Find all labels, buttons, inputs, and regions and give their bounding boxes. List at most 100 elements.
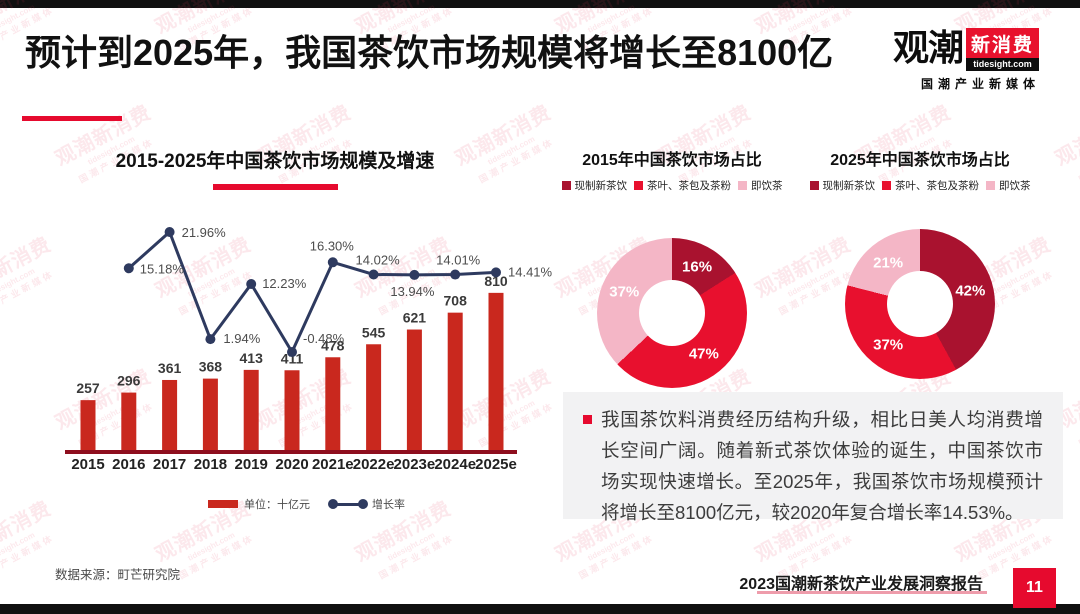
donut-legend-item: 即饮茶 — [986, 178, 1031, 193]
growth-point — [491, 267, 501, 278]
growth-value-label: 15.18% — [140, 261, 185, 276]
donut-2025-title: 2025年中国茶饮市场占比 — [830, 152, 1010, 169]
legend-swatch — [809, 181, 819, 190]
legend-label: 茶叶、茶包及茶粉 — [647, 180, 731, 192]
legend-swatch — [986, 181, 995, 190]
combo-chart-legend: 单位：十亿元 增长率 — [208, 496, 405, 512]
top-black-bar — [0, 0, 1080, 8]
insight-note-box: 我国茶饮料消费经历结构升级，相比日美人均消费增长空间广阔。随着新式茶饮体验的诞生… — [563, 392, 1063, 523]
bar-value-label: 810 — [484, 273, 508, 289]
donut-slice-label: 47% — [688, 345, 719, 363]
brand-logo: 观潮 新消费 tidesight.com 国潮产业新媒体 — [893, 28, 1068, 92]
growth-value-label: 1.94% — [223, 331, 260, 346]
growth-value-label: -0.48% — [303, 331, 345, 346]
bar-value-label: 478 — [321, 337, 345, 353]
legend-label: 即饮茶 — [999, 180, 1031, 192]
growth-value-label: 14.41% — [508, 264, 553, 279]
x-axis-label: 2022e — [353, 456, 395, 473]
bar — [284, 370, 300, 450]
donut-slice-label: 42% — [955, 282, 986, 300]
growth-value-label: 12.23% — [262, 276, 307, 291]
line-legend-dot-right — [358, 499, 368, 509]
bar-value-label: 368 — [199, 359, 223, 375]
bar — [366, 344, 382, 450]
bar-value-label: 257 — [76, 380, 100, 396]
donut-legend-item: 现制新茶饮 — [561, 178, 628, 193]
growth-point — [205, 334, 216, 345]
logo-domain: tidesight.com — [966, 58, 1040, 71]
growth-point — [287, 347, 297, 358]
bar-line-chart: 257 2015 296 2016 361 2017 368 2018 413 2019 411 20… — [65, 225, 553, 473]
x-axis-label: 2018 — [194, 456, 227, 473]
legend-swatch — [634, 181, 643, 190]
donut-hole — [887, 271, 953, 337]
growth-point — [409, 269, 420, 280]
legend-label: 现制新茶饮 — [822, 180, 876, 192]
bar — [325, 357, 341, 450]
donut-2015-title: 2015年中国茶饮市场占比 — [582, 152, 762, 169]
combo-chart-header: 2015-2025年中国茶饮市场规模及增速 — [60, 146, 490, 190]
growth-value-label: 14.02% — [356, 252, 401, 267]
x-axis-label: 2020 — [275, 456, 308, 473]
growth-value-label: 14.01% — [436, 253, 481, 268]
bar-value-label: 413 — [240, 350, 264, 366]
combo-chart-title-underline — [212, 184, 338, 190]
page-title: 预计到2025年，我国茶饮市场规模将增长至8100亿 — [25, 32, 834, 73]
bar — [162, 379, 178, 450]
bar-value-label: 621 — [403, 310, 427, 326]
growth-point — [123, 263, 134, 274]
growth-point — [327, 257, 338, 268]
bar — [406, 329, 422, 450]
growth-point — [368, 269, 379, 280]
bar — [243, 369, 259, 450]
line-legend-symbol — [328, 499, 368, 509]
bar-value-label: 361 — [158, 360, 182, 376]
bar — [488, 292, 504, 450]
x-axis-baseline — [65, 450, 517, 454]
title-accent-dash — [22, 116, 122, 121]
donut-legend-item: 茶叶、茶包及茶粉 — [634, 178, 731, 193]
brand-logo-row: 观潮 新消费 tidesight.com — [893, 28, 1068, 71]
x-axis-label: 2025e — [475, 456, 517, 473]
donut-slice-label: 37% — [609, 283, 640, 301]
legend-swatch — [561, 181, 571, 190]
bar-value-label: 296 — [117, 373, 141, 389]
donut-legend-item: 茶叶、茶包及茶粉 — [882, 178, 979, 193]
logo-right-column: 新消费 tidesight.com — [966, 28, 1040, 71]
x-axis-label: 2019 — [235, 456, 268, 473]
donut-2015-block: 2015年中国茶饮市场占比 现制新茶饮 茶叶、茶包及茶粉 即饮茶 16% 47% 37% — [561, 146, 783, 388]
report-name-underline — [757, 591, 987, 594]
donut-slice-label: 16% — [682, 258, 713, 276]
bar — [447, 312, 463, 450]
x-axis-label: 2017 — [153, 456, 186, 473]
note-text: 我国茶饮料消费经历结构升级，相比日美人均消费增长空间广阔。随着新式茶饮体验的诞生… — [601, 409, 1043, 523]
logo-submark: 新消费 — [966, 28, 1040, 58]
logo-wordmark: 观潮 — [893, 27, 964, 68]
donut-2025-block: 2025年中国茶饮市场占比 现制新茶饮 茶叶、茶包及茶粉 即饮茶 42% 37% 21% — [809, 146, 1031, 379]
growth-value-label: 13.94% — [390, 284, 435, 299]
bar-legend-swatch — [208, 500, 238, 508]
line-legend-stroke — [330, 503, 366, 506]
donut-legend-item: 现制新茶饮 — [809, 178, 876, 193]
bar — [121, 392, 137, 450]
bar-value-label: 545 — [362, 324, 386, 340]
line-legend-label: 增长率 — [372, 499, 405, 511]
logo-tagline: 国潮产业新媒体 — [920, 77, 1040, 91]
bottom-black-bar — [0, 604, 1080, 614]
donut-2015-chart: 16% 47% 37% — [597, 238, 747, 388]
page-number-badge: 11 — [1013, 568, 1056, 608]
x-axis-label: 2015 — [71, 456, 104, 473]
donut-2015-legend: 现制新茶饮 茶叶、茶包及茶粉 即饮茶 — [561, 178, 783, 193]
line-legend-dot-left — [328, 499, 338, 509]
growth-point — [164, 227, 175, 237]
donut-legend-item: 即饮茶 — [738, 178, 783, 193]
data-source-text: 数据来源：町芒研究院 — [55, 568, 181, 582]
note-bullet-square — [583, 415, 592, 424]
donut-2025-chart: 42% 37% 21% — [845, 229, 995, 379]
bar-legend-label: 单位：十亿元 — [244, 499, 310, 511]
growth-value-label: 21.96% — [182, 225, 227, 240]
growth-point — [246, 279, 257, 290]
legend-label: 现制新茶饮 — [574, 180, 628, 192]
